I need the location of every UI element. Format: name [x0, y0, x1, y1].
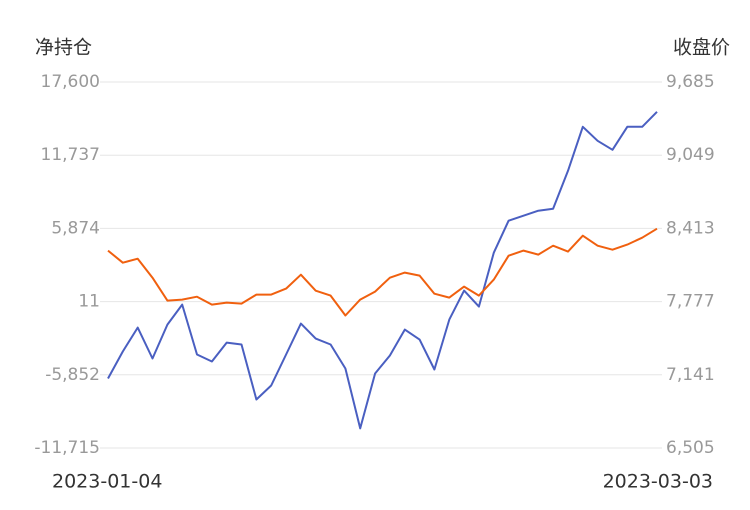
y-tick-label: 5,874: [51, 218, 100, 238]
y2-tick-label: 8,413: [666, 218, 715, 238]
y-tick-label: 17,600: [41, 72, 100, 92]
y-tick-label: -5,852: [45, 365, 100, 385]
x-tick-label: 2023-01-04: [52, 471, 162, 493]
y2-axis-title: 收盘价: [673, 37, 730, 59]
series-line: [107, 111, 658, 430]
x-tick-label: 2023-03-03: [603, 471, 713, 493]
y2-tick-label: 9,685: [666, 72, 715, 92]
y-axis-title: 净持仓: [35, 37, 92, 59]
y-tick-label: 11: [78, 292, 100, 312]
y2-tick-label: 7,777: [666, 292, 715, 312]
y-tick-label: 11,737: [41, 145, 100, 165]
y-tick-label: -11,715: [34, 438, 100, 458]
series-line: [107, 227, 658, 317]
y2-tick-label: 6,505: [666, 438, 715, 458]
y2-tick-label: 7,141: [666, 365, 715, 385]
y2-tick-label: 9,049: [666, 145, 715, 165]
